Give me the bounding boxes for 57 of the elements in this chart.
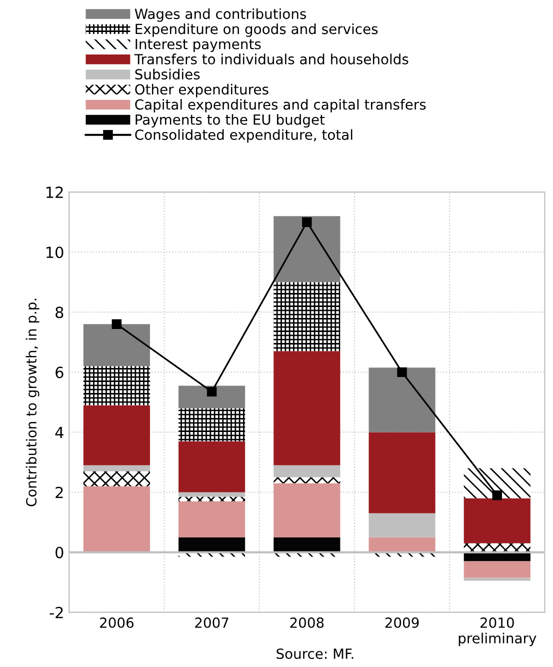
- bar: [368, 432, 436, 514]
- point: [206, 386, 217, 397]
- bar: [274, 483, 340, 538]
- bar: [274, 351, 340, 466]
- legend-label: Other expenditures: [135, 84, 268, 98]
- source-note: Source: MF.: [276, 648, 354, 659]
- bar: [274, 477, 340, 484]
- legend-label: Subsidies: [135, 68, 200, 80]
- y-tick-label: 0: [56, 546, 64, 558]
- bar: [178, 537, 246, 552]
- bar: [83, 486, 150, 552]
- point: [302, 217, 312, 227]
- x-tick-label: 2007: [195, 617, 228, 628]
- bar: [178, 441, 246, 492]
- bar: [464, 498, 530, 544]
- bar: [178, 496, 246, 502]
- point: [492, 490, 502, 500]
- y-tick-label: 2: [56, 486, 63, 498]
- bar: [178, 386, 246, 408]
- y-tick-label: 12: [46, 186, 63, 198]
- x-tick-label: 2008: [290, 617, 324, 628]
- legend-label: Capital expenditures and capital transfers: [135, 98, 426, 112]
- bar: [368, 513, 436, 538]
- bar: [274, 216, 340, 282]
- y-tick-label: 10: [46, 246, 64, 258]
- bar: [83, 366, 150, 406]
- y-tick-label: 4: [55, 426, 64, 438]
- bar: [274, 465, 340, 478]
- bar: [464, 468, 530, 498]
- legend-label: Transfers to individuals and households: [134, 54, 408, 64]
- bar: [83, 324, 150, 366]
- legend-label: Interest payments: [136, 38, 261, 52]
- bar: [83, 405, 150, 466]
- y-tick-label: -2: [50, 606, 63, 618]
- bar: [368, 537, 436, 552]
- legend-label: Consolidated expenditure, total: [135, 129, 352, 143]
- legend-label: Wages and contributions: [134, 8, 306, 22]
- legend-label: Payments to the EU budget: [136, 114, 325, 128]
- bar: [274, 537, 340, 552]
- point: [112, 319, 122, 330]
- x-tick-label: 2010 preliminary: [458, 617, 536, 646]
- bar: [178, 408, 246, 442]
- bar: [368, 368, 436, 432]
- y-tick-label: 6: [56, 366, 64, 378]
- bar: [83, 465, 150, 472]
- y-axis-title: Contribution to growth, in p.p.: [26, 298, 40, 506]
- bar: [464, 578, 530, 581]
- point: [397, 367, 407, 378]
- x-tick-label: 2006: [100, 617, 134, 628]
- bar: [274, 282, 340, 352]
- x-tick-label: 2009: [385, 617, 419, 628]
- bar: [464, 561, 530, 578]
- legend-label: Expenditure on goods and services: [136, 23, 378, 37]
- bar: [178, 492, 246, 497]
- y-tick-label: 8: [56, 306, 64, 318]
- bar: [83, 471, 150, 486]
- bar: [178, 501, 246, 538]
